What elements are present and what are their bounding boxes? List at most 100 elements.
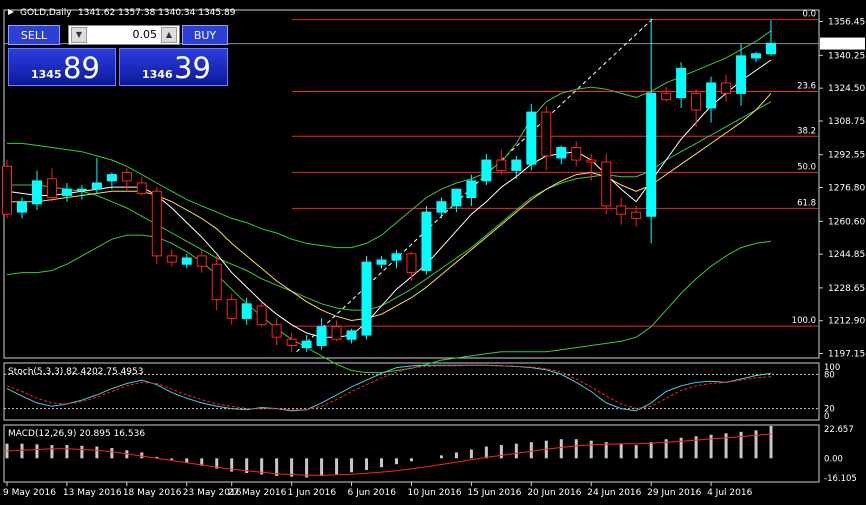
fib-level-label: 100.0 xyxy=(792,316,816,326)
candle-bull xyxy=(646,92,657,217)
candle-bear xyxy=(541,111,552,157)
macd-title: MACD(12,26,9) 20.895 16.536 xyxy=(8,429,145,439)
date-tick-label: 9 May 2016 xyxy=(3,488,56,498)
stoch-tick-label: 20 xyxy=(824,405,835,415)
macd-tick-label: -16.105 xyxy=(824,474,857,484)
price-tick-label: 1260.60 xyxy=(828,217,865,227)
moving-average-yellow xyxy=(7,93,772,322)
price-tick-label: 1276.80 xyxy=(828,184,865,194)
candle-bull xyxy=(346,330,357,340)
symbol-arrow-icon xyxy=(8,9,14,15)
macd-tick-label: 0.00 xyxy=(824,454,843,464)
candle-bull xyxy=(481,159,492,182)
candle-bull xyxy=(706,82,717,109)
stoch-title: Stoch(5,3,3) 82.4202 75.4953 xyxy=(8,367,143,377)
macd-tick-label: 22.657 xyxy=(824,425,854,435)
buy-button[interactable]: BUY xyxy=(182,25,228,45)
candle-bull xyxy=(316,326,327,346)
candle-bear xyxy=(616,205,627,215)
candle-bear xyxy=(661,92,672,101)
current-price-label: 1345.89 xyxy=(824,40,861,50)
price-tick-label: 1244.85 xyxy=(828,250,865,260)
candle-bull xyxy=(181,257,192,265)
candle-bull xyxy=(241,303,252,319)
candle-bear xyxy=(2,165,12,215)
fib-level-label: 50.0 xyxy=(797,162,816,172)
candle-bear xyxy=(586,159,597,163)
price-tick-label: 1228.65 xyxy=(828,284,865,294)
candle-bear xyxy=(226,299,237,319)
buy-price-prefix: 1346 xyxy=(142,68,173,81)
moving-average-white xyxy=(6,59,772,338)
date-tick-label: 20 Jun 2016 xyxy=(527,488,581,498)
candle-bull xyxy=(451,188,462,207)
candle-bear xyxy=(196,255,207,267)
stoch-signal-line xyxy=(6,364,772,411)
candle-bull xyxy=(106,174,117,182)
date-tick-label: 27 May 2016 xyxy=(228,488,287,498)
candle-bull xyxy=(751,53,762,59)
candle-bull xyxy=(301,340,312,349)
lot-increase-icon[interactable]: ▲ xyxy=(161,27,177,43)
stoch-tick-label: 100 xyxy=(824,363,840,373)
candle-bear xyxy=(121,172,132,182)
lot-size-input[interactable]: ▼ 0.05 ▲ xyxy=(68,25,180,45)
bollinger-lower xyxy=(6,234,772,374)
price-tick-label: 1197.15 xyxy=(828,350,865,360)
candle-bear xyxy=(571,147,582,161)
date-tick-label: 10 Jun 2016 xyxy=(407,488,461,498)
price-tick-label: 1324.50 xyxy=(828,84,865,94)
candle-bear xyxy=(631,211,642,219)
trade-panel: SELL ▼ 0.05 ▲ BUY 1345 89 1346 39 xyxy=(8,25,228,87)
sell-button[interactable]: SELL xyxy=(8,25,60,45)
candle-bear xyxy=(286,338,297,346)
fib-level-label: 38.2 xyxy=(797,126,816,136)
candle-bull xyxy=(676,67,687,99)
lot-size-value: 0.05 xyxy=(132,28,158,41)
candle-bear xyxy=(151,190,162,257)
buy-price-pips: 39 xyxy=(174,51,211,85)
trend-line xyxy=(296,17,654,353)
date-tick-label: 23 May 2016 xyxy=(183,488,242,498)
sell-price-display[interactable]: 1345 89 xyxy=(8,48,116,86)
candle-bull xyxy=(526,111,537,165)
candle-bear xyxy=(46,178,57,199)
candle-bull xyxy=(31,180,42,205)
date-tick-label: 6 Jun 2016 xyxy=(348,488,397,498)
bollinger-upper xyxy=(7,30,772,249)
candle-bull xyxy=(766,42,776,55)
price-tick-label: 1308.75 xyxy=(828,117,865,127)
candle-bull xyxy=(16,201,27,213)
candle-bear xyxy=(601,161,612,207)
candle-bull xyxy=(376,259,387,265)
fib-level-label: 0.0 xyxy=(802,10,816,20)
date-tick-label: 29 Jun 2016 xyxy=(647,488,701,498)
candle-bear xyxy=(691,92,702,111)
candle-bear xyxy=(331,326,342,340)
date-tick-label: 15 Jun 2016 xyxy=(467,488,521,498)
price-tick-label: 1340.25 xyxy=(828,51,865,61)
chart-ohlc: 1341.62 1357.38 1340.34 1345.89 xyxy=(78,8,236,18)
date-tick-label: 13 May 2016 xyxy=(63,488,122,498)
candle-bear xyxy=(256,305,267,326)
candle-bull xyxy=(736,55,747,94)
candle-bear xyxy=(721,82,732,94)
candle-bull xyxy=(61,188,72,196)
candle-bull xyxy=(556,147,567,159)
stoch-main-line xyxy=(6,364,772,412)
price-tick-label: 1212.90 xyxy=(828,317,865,327)
candle-bull xyxy=(511,159,522,171)
date-tick-label: 18 May 2016 xyxy=(123,488,182,498)
price-tick-label: 1356.45 xyxy=(828,18,865,28)
macd-signal-line xyxy=(6,433,772,476)
lot-decrease-icon[interactable]: ▼ xyxy=(71,27,87,43)
fib-level-label: 23.6 xyxy=(797,81,816,91)
candle-bear xyxy=(271,324,282,338)
chart-symbol: GOLD,Daily xyxy=(20,8,72,18)
buy-price-display[interactable]: 1346 39 xyxy=(119,48,228,86)
date-tick-label: 24 Jun 2016 xyxy=(587,488,641,498)
price-tick-label: 1292.55 xyxy=(828,151,865,161)
candle-bear xyxy=(136,182,147,194)
date-tick-label: 4 Jul 2016 xyxy=(707,488,752,498)
